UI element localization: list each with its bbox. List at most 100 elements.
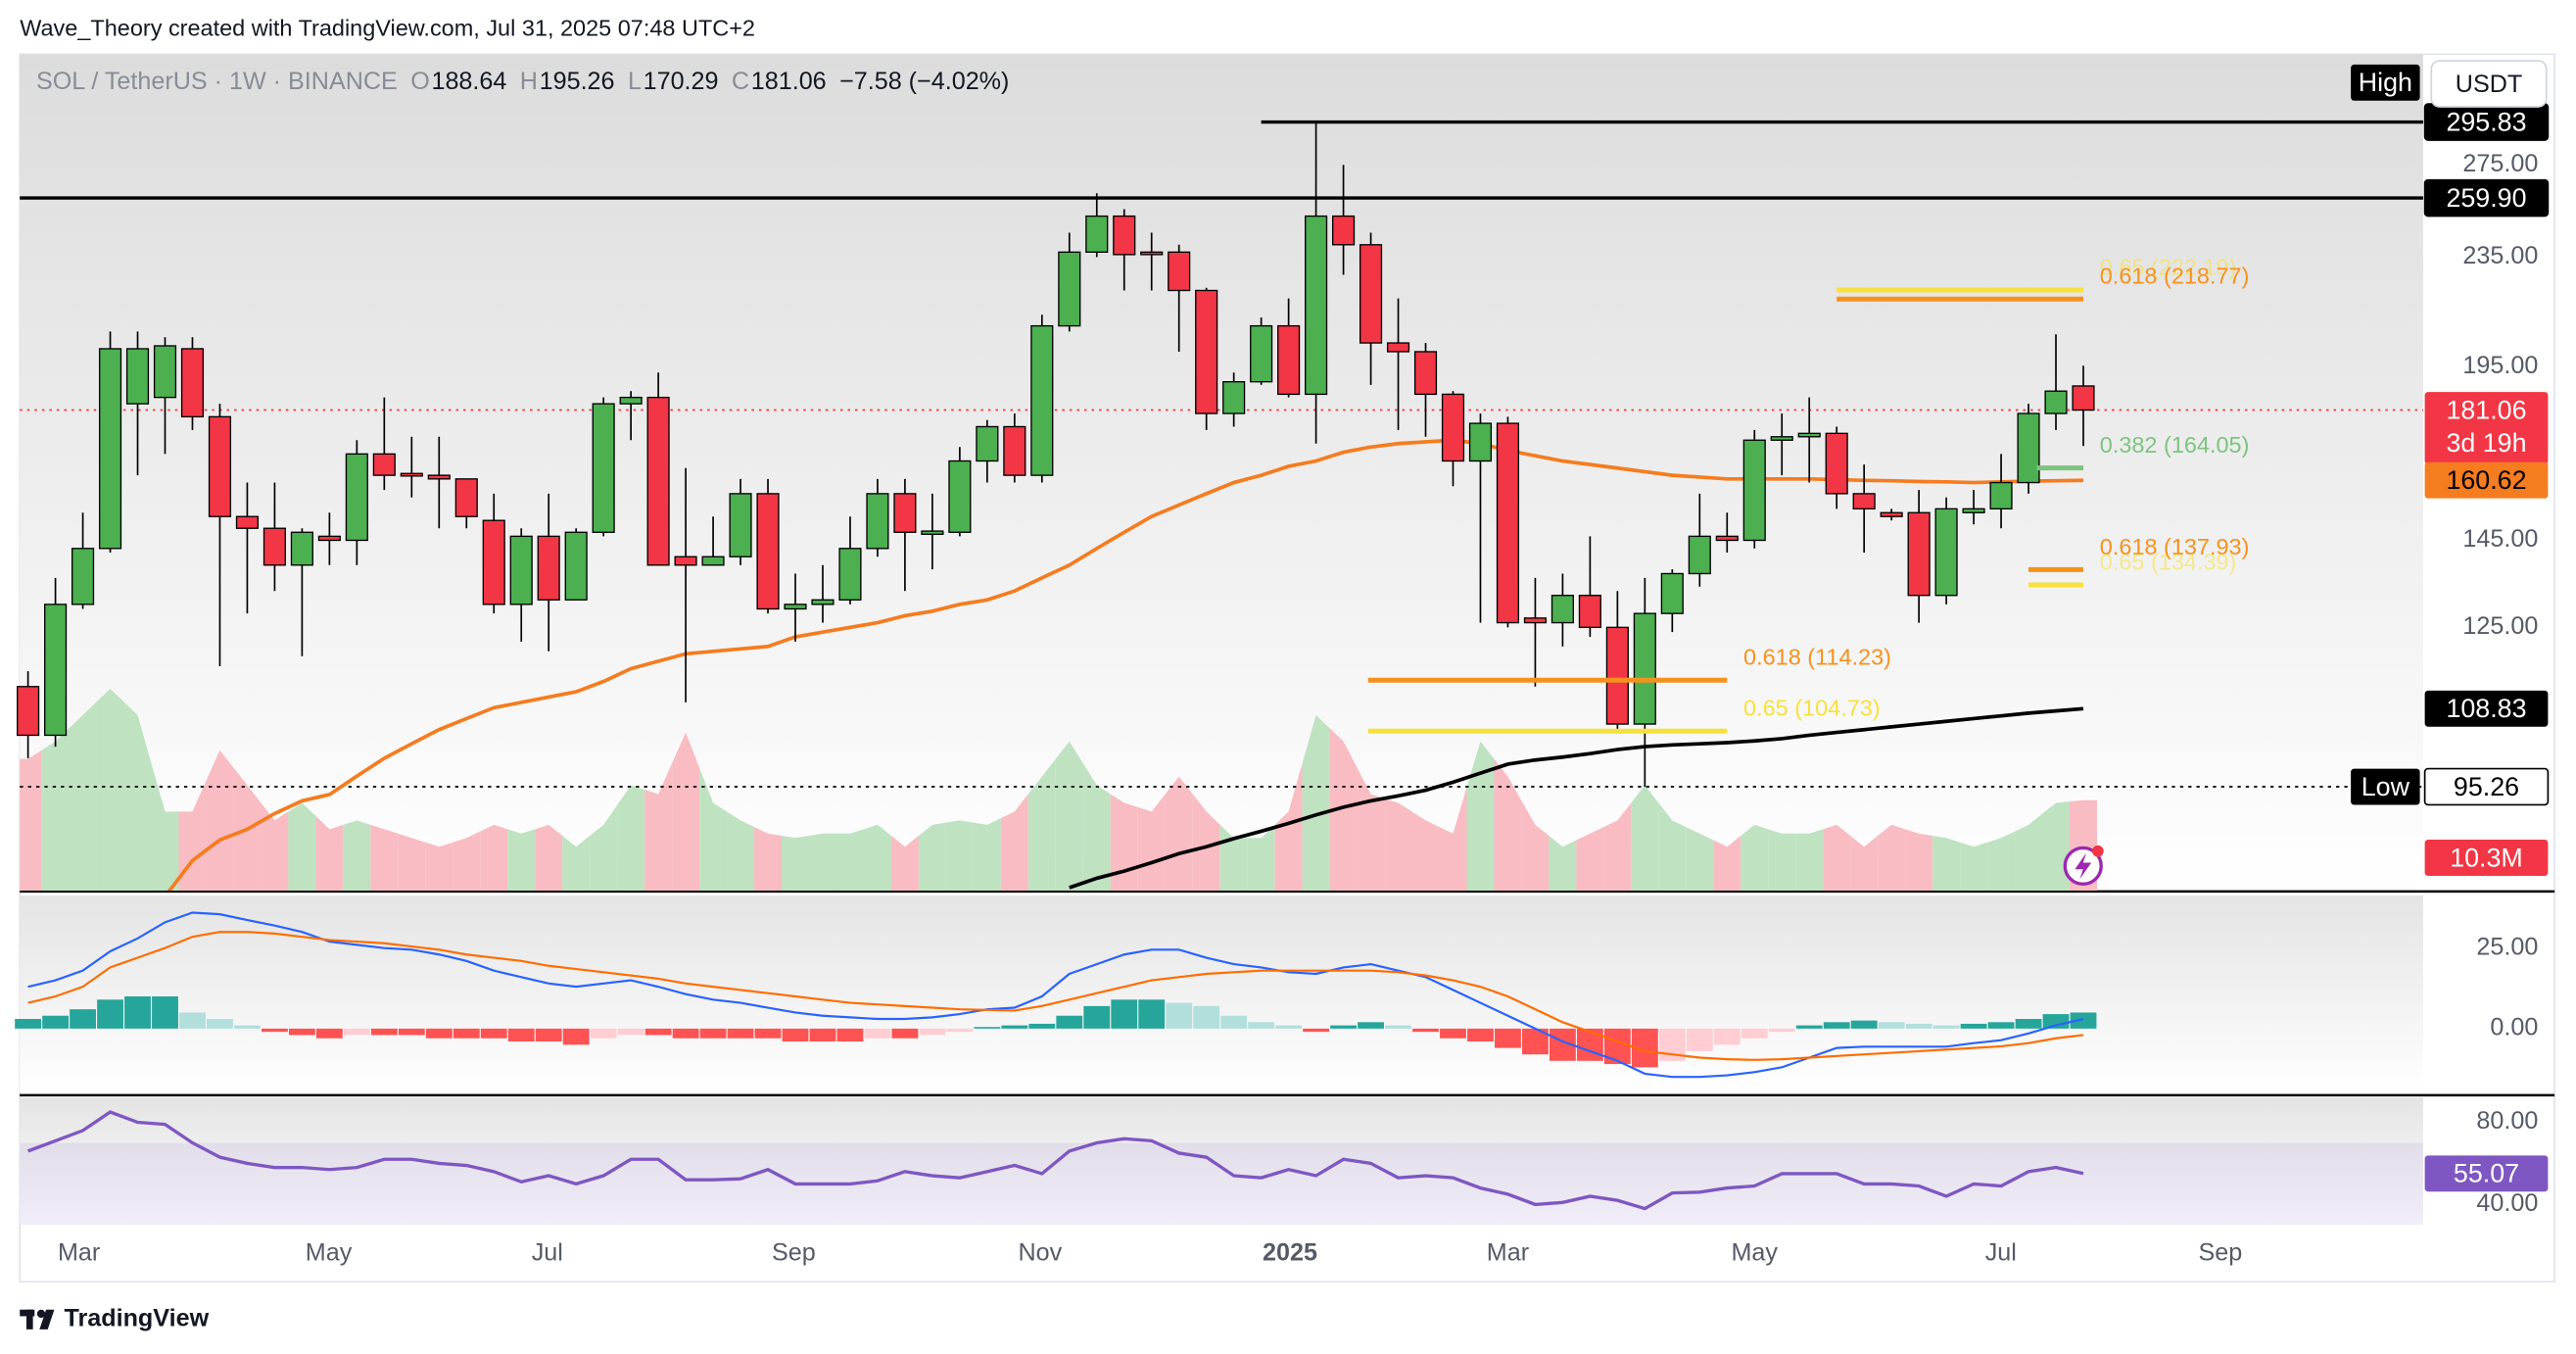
x-tick-label: Nov <box>1018 1238 1062 1266</box>
macd-histogram-bar <box>946 1028 974 1033</box>
volume-area <box>151 763 179 892</box>
macd-histogram-bar <box>727 1028 754 1039</box>
volume-area <box>1192 794 1220 892</box>
candle-body <box>1797 432 1821 438</box>
volume-tag-box <box>2424 840 2549 876</box>
last-price-tag-box <box>2424 392 2549 464</box>
fib-label: 0.382 (164.05) <box>2100 432 2250 458</box>
macd-histogram-bar <box>343 1028 370 1036</box>
ma-tag: 108.83 <box>2446 694 2526 723</box>
candle-body <box>838 548 862 601</box>
level-name: High <box>2359 68 2412 97</box>
volume-area <box>69 701 97 892</box>
candle-body <box>1195 289 1218 414</box>
volume-area <box>945 820 974 892</box>
volume-area <box>425 842 453 892</box>
volume-area <box>1494 758 1522 892</box>
x-tick-label: Sep <box>772 1238 816 1266</box>
macd-histogram-bar <box>1987 1022 2015 1029</box>
x-tick-label: Mar <box>58 1238 100 1266</box>
alert-bolt[interactable] <box>2075 852 2092 880</box>
macd-histogram-bar <box>1193 1005 1220 1029</box>
macd-histogram-bar <box>1850 1020 1878 1029</box>
macd-histogram-bar <box>617 1028 644 1036</box>
volume-area <box>1439 787 1467 892</box>
candle-body <box>1140 251 1164 256</box>
fib-label: 0.618 (218.77) <box>2100 264 2250 289</box>
logo-part <box>39 1309 55 1330</box>
macd-histogram-bar <box>1823 1022 1850 1029</box>
volume-area <box>398 833 426 892</box>
level-tag: 259.90 <box>2446 183 2526 213</box>
macd-histogram-bar <box>1138 999 1166 1029</box>
volume-area <box>1576 827 1604 892</box>
volume-area <box>1686 827 1714 892</box>
volume-area <box>1850 836 1879 892</box>
volume-area <box>918 822 946 892</box>
candle-body <box>1523 617 1548 624</box>
candle-body <box>1825 432 1848 495</box>
currency-button-box[interactable] <box>2430 60 2548 108</box>
candle-body <box>509 535 533 605</box>
candle-body <box>1907 511 1931 597</box>
macd-histogram-bar <box>1028 1023 1056 1029</box>
macd-histogram-bar <box>1686 1028 1713 1051</box>
alert-dot <box>2091 845 2104 857</box>
symbol: SOL / TetherUS · 1W · BINANCE <box>36 67 398 94</box>
volume-area <box>480 824 508 892</box>
macd-histogram-bar <box>398 1028 425 1036</box>
macd-histogram-bar <box>1220 1015 1248 1029</box>
volume-area <box>1878 824 1906 892</box>
macd-histogram-bar <box>97 999 123 1029</box>
macd-histogram-bar <box>1248 1022 1275 1029</box>
x-tick-label: May <box>306 1238 353 1266</box>
volume-area <box>672 732 700 892</box>
currency-button[interactable]: USDT <box>2430 60 2548 108</box>
candle-body <box>1660 572 1684 614</box>
volume-area <box>644 763 673 892</box>
candle-body <box>208 415 232 517</box>
ohlc-key: H <box>520 67 538 94</box>
candle-body <box>345 453 368 542</box>
rsi-line <box>27 1110 2084 1211</box>
credit: Wave_Theory created with TradingView.com… <box>20 15 755 40</box>
ma-tag-box <box>2424 461 2549 499</box>
currency-button-label[interactable]: USDT <box>2456 71 2522 98</box>
macd-histogram-bar <box>507 1028 535 1042</box>
candles-layer <box>17 121 2095 788</box>
macd-tick-label: 0.00 <box>2490 1014 2538 1041</box>
macd-histogram-bar <box>2070 1012 2097 1029</box>
ohlc-value: 188.64 <box>431 67 506 94</box>
volume-area <box>343 820 371 892</box>
macd-histogram-bar <box>315 1028 343 1039</box>
macd-histogram-bar <box>42 1015 70 1029</box>
macd-histogram-bar <box>1303 1028 1330 1033</box>
macd-histogram-bar <box>2015 1019 2042 1029</box>
candle-body <box>592 403 615 533</box>
rsi-tick-label: 40.00 <box>2476 1189 2538 1217</box>
candle-body <box>948 459 972 533</box>
candle-body <box>454 478 478 517</box>
macd-histogram-bar <box>754 1028 782 1039</box>
fib-label: 0.65 (104.73) <box>1743 696 1881 721</box>
macd-histogram-bar <box>70 1009 96 1029</box>
macd-histogram-bar <box>15 1019 42 1029</box>
macd-histogram-bar <box>919 1028 946 1036</box>
macd-histogram-bar <box>1768 1028 1795 1033</box>
volume-area <box>288 802 316 892</box>
candle-body <box>44 604 68 737</box>
macd-histogram-bar <box>453 1028 480 1039</box>
ohlc-value: 195.26 <box>540 67 615 94</box>
alert-icon[interactable] <box>2063 845 2104 887</box>
macd-histogram-bar <box>590 1028 617 1039</box>
ohlc-value: 181.06 <box>751 67 827 94</box>
volume-area <box>1082 763 1111 892</box>
macd-histogram-bar <box>261 1028 288 1033</box>
macd-histogram-bar <box>124 995 151 1029</box>
fib-layer: 0.65 (222.19)0.618 (218.77) 0.382 (164.05… <box>1367 254 2250 734</box>
volume-area <box>20 750 42 892</box>
ma-tag-box <box>2424 690 2549 727</box>
logo-part <box>36 1309 46 1319</box>
candle-body <box>290 531 313 566</box>
candle-body <box>1605 626 1629 725</box>
